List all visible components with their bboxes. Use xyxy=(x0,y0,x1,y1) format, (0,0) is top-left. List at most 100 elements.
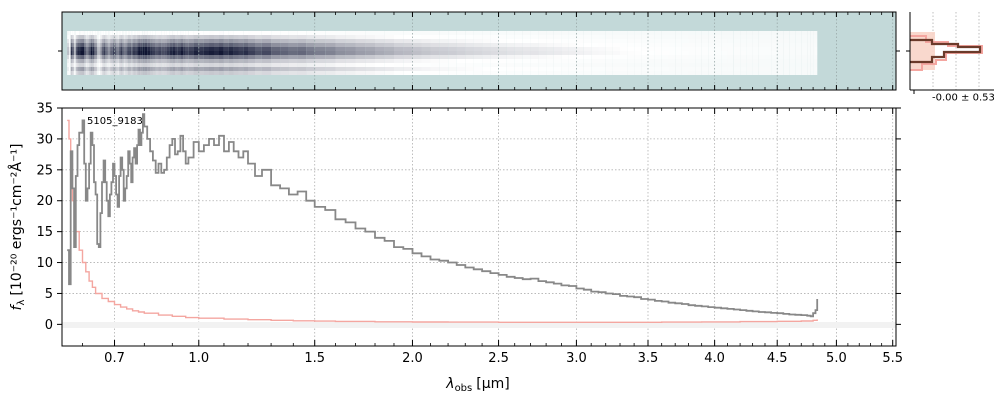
spectrum-2d-pixel xyxy=(74,43,76,47)
spectrum-2d-pixel xyxy=(89,59,91,63)
spectrum-2d-pixel xyxy=(114,59,116,63)
spectrum-2d-pixel xyxy=(161,51,165,55)
spectrum-2d-pixel xyxy=(79,51,81,55)
spectrum-2d-pixel xyxy=(114,67,116,71)
spectrum-2d-pixel xyxy=(69,67,71,71)
spectrum-2d-pixel xyxy=(117,35,120,39)
spectrum-2d-pixel xyxy=(314,55,326,59)
spectrum-2d-pixel xyxy=(758,71,765,75)
spectrum-2d-pixel xyxy=(144,35,148,39)
spectrum-2d-pixel xyxy=(522,39,531,43)
spectrum-2d-pixel xyxy=(721,35,728,39)
spectrum-2d-pixel xyxy=(675,47,682,51)
spectrum-2d-pixel xyxy=(140,59,142,63)
spectrum-2d-pixel xyxy=(634,43,642,47)
spectrum-2d-pixel xyxy=(185,51,189,55)
spectrum-2d-pixel xyxy=(714,67,721,71)
spectrum-2d-pixel xyxy=(681,31,689,35)
spectrum-2d-pixel xyxy=(681,63,689,67)
spectrum-2d-pixel xyxy=(98,55,101,59)
spectrum-2d-pixel xyxy=(114,55,116,59)
spectrum-2d-pixel xyxy=(82,31,85,35)
spectrum-2d-pixel xyxy=(90,35,93,39)
spectrum-2d-pixel xyxy=(238,39,244,43)
spectrum-2d-pixel xyxy=(456,31,466,35)
spectrum-2d-pixel xyxy=(152,31,156,35)
spectrum-2d-pixel xyxy=(758,31,765,35)
spectrum-2d-pixel xyxy=(345,39,356,43)
spectrum-2d-pixel xyxy=(498,31,507,35)
spectrum-2d-pixel xyxy=(546,39,554,43)
spectrum-2d-pixel xyxy=(375,51,385,55)
spectrum-2d-pixel xyxy=(538,39,547,43)
spectrum-2d-pixel xyxy=(465,71,474,75)
spectrum-2d-pixel xyxy=(456,63,466,67)
spectrum-2d-pixel xyxy=(70,39,73,43)
spectrum-2d-pixel xyxy=(553,71,562,75)
spectrum-2d-pixel xyxy=(152,51,156,55)
spectrum-2d-pixel xyxy=(120,47,123,51)
spectrum-2d-pixel xyxy=(119,71,121,75)
spectrum-2d-pixel xyxy=(214,67,219,71)
spectrum-2d-pixel xyxy=(172,59,175,63)
spectrum-2d-pixel xyxy=(138,35,140,39)
spectrum-2d-pixel xyxy=(193,55,199,59)
spectrum-2d-pixel xyxy=(183,63,186,67)
spectrum-2d-pixel xyxy=(384,43,394,47)
y-tick-label: 5 xyxy=(45,287,53,302)
spectrum-2d-pixel xyxy=(403,59,413,63)
spectrum-2d-pixel xyxy=(721,51,728,55)
spectrum-2d-pixel xyxy=(439,47,448,51)
spectrum-2d-pixel xyxy=(306,39,315,43)
spectrum-2d-pixel xyxy=(271,59,281,63)
spectrum-2d-pixel xyxy=(67,71,69,75)
spectrum-2d-pixel xyxy=(561,67,569,71)
spectrum-2d-pixel xyxy=(714,43,721,47)
spectrum-2d-pixel xyxy=(514,67,523,71)
spectrum-2d-pixel xyxy=(74,35,76,39)
spectrum-2d-pixel xyxy=(482,51,491,55)
spectrum-2d-pixel xyxy=(530,71,539,75)
spectrum-2d-pixel xyxy=(801,35,808,39)
spectrum-2d-pixel xyxy=(137,51,139,55)
spectrum-2d-pixel xyxy=(72,71,75,75)
spectrum-2d-pixel xyxy=(114,35,116,39)
spectrum-2d-pixel xyxy=(801,67,808,71)
spectrum-2d-pixel xyxy=(185,55,189,59)
spectrum-2d-pixel xyxy=(752,47,759,51)
spectrum-2d-pixel xyxy=(131,35,133,39)
spectrum-2d-pixel xyxy=(89,63,91,67)
spectrum-2d-pixel xyxy=(224,47,229,51)
spectrum-2d-pixel xyxy=(605,71,613,75)
spectrum-2d-pixel xyxy=(325,59,336,63)
spectrum-2d-pixel xyxy=(668,59,676,63)
spectrum-2d-pixel xyxy=(161,55,165,59)
spectrum-2d-pixel xyxy=(140,47,142,51)
spectrum-2d-pixel xyxy=(87,59,90,63)
spectrum-2d-pixel xyxy=(141,31,143,35)
spectrum-2d-pixel xyxy=(67,51,69,55)
spectrum-2d-pixel xyxy=(514,31,523,35)
spectrum-2d-pixel xyxy=(94,43,96,47)
spectrum-2d-pixel xyxy=(177,47,181,51)
spectrum-2d-pixel xyxy=(795,71,802,75)
spectrum-2d-pixel xyxy=(89,47,91,51)
spectrum-2d-pixel xyxy=(125,63,127,67)
spectrum-2d-pixel xyxy=(695,51,702,55)
spectrum-2d-pixel xyxy=(654,51,662,55)
spectrum-2d-pixel xyxy=(94,55,96,59)
spectrum-2d-pixel xyxy=(111,31,113,35)
spectrum-2d-pixel xyxy=(132,63,135,67)
spectrum-2d-pixel xyxy=(355,59,366,63)
y-axis-label-subscript: λ xyxy=(16,300,27,306)
spectrum-2d-pixel xyxy=(538,47,547,51)
spectrum-2d-pixel xyxy=(783,63,790,67)
spectrum-2d-pixel xyxy=(161,35,165,39)
spectrum-2d-pixel xyxy=(103,47,106,51)
spectrum-2d-pixel xyxy=(801,47,808,51)
spectrum-2d-pixel xyxy=(97,59,99,63)
spectrum-2d-pixel xyxy=(132,67,135,71)
spectrum-2d-pixel xyxy=(553,43,562,47)
spectrum-2d-pixel xyxy=(506,51,515,55)
spectrum-2d-pixel xyxy=(77,63,80,67)
